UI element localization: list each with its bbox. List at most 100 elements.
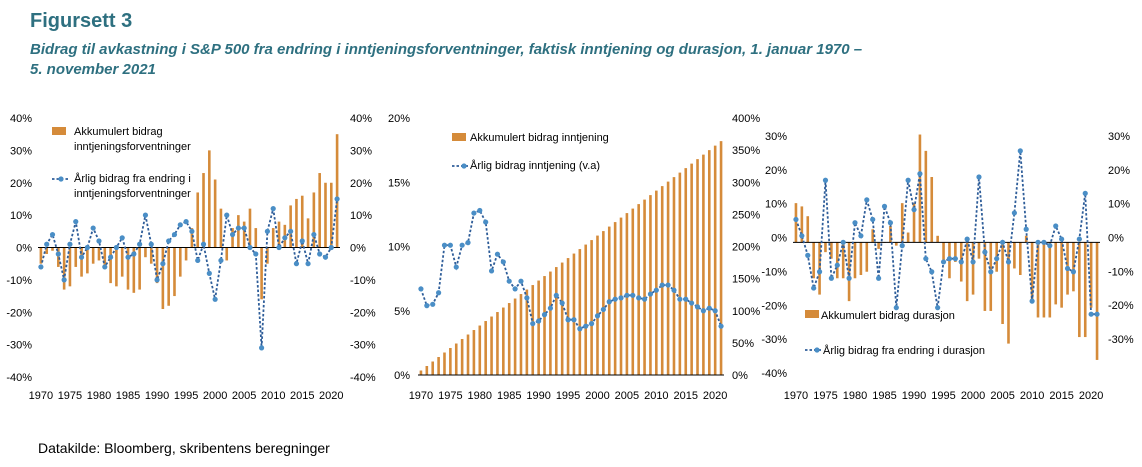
bar (149, 247, 153, 264)
bar (602, 231, 605, 375)
line-point (1041, 239, 1047, 245)
bar (584, 244, 588, 375)
line-point (73, 219, 79, 225)
x-tick-label: 1970 (29, 390, 53, 402)
bar (631, 208, 635, 375)
line-point (577, 326, 583, 332)
bar (51, 247, 54, 251)
bar (537, 280, 540, 375)
right-tick-label: 400% (732, 113, 760, 125)
line-point (459, 242, 465, 248)
bar (965, 242, 969, 302)
line-point (1047, 243, 1053, 249)
bar (57, 247, 60, 267)
x-tick-label: 2000 (585, 390, 609, 402)
line-point (1005, 259, 1012, 265)
line-point (911, 207, 917, 213)
line-point (1082, 190, 1088, 196)
bar (906, 232, 910, 243)
bar (74, 247, 78, 267)
x-tick-label: 2005 (615, 390, 639, 402)
bar (318, 173, 321, 248)
line-point (905, 177, 911, 183)
line-point (618, 295, 624, 301)
line-point (893, 305, 899, 311)
right-tick-label: 300% (732, 177, 760, 189)
line-point (876, 275, 882, 281)
legend: Akkumulert bidrag durasjon Årlig bidrag f… (805, 310, 985, 357)
line-point (38, 264, 44, 270)
left-tick-label: 15% (388, 177, 410, 189)
legend-label: Årlig bidrag fra endring i (74, 172, 191, 185)
bar (572, 253, 576, 375)
line-point (600, 306, 606, 313)
line-point (694, 304, 701, 310)
line-point (90, 225, 96, 231)
line-point (999, 239, 1006, 245)
line-point (55, 251, 61, 257)
bar (277, 221, 281, 248)
legend-label: Årlig bidrag inntjening (v.a) (470, 159, 600, 172)
line-point (418, 286, 424, 292)
line-point (189, 228, 195, 234)
figure-title: Figursett 3 (30, 10, 133, 32)
bar (86, 247, 89, 274)
line-point (834, 262, 840, 268)
line-point (200, 241, 207, 247)
legend-label: inntjeningsforventninger (74, 141, 191, 153)
line-point (583, 323, 589, 329)
line-point (1094, 311, 1100, 317)
line-point (471, 210, 477, 216)
bar (161, 247, 165, 310)
line-point (994, 256, 1000, 262)
line-point (641, 296, 648, 302)
line-point (137, 241, 143, 247)
legend-line-marker (461, 163, 467, 169)
bar (502, 307, 505, 375)
line-point (1053, 223, 1059, 229)
line-point (858, 233, 864, 239)
bar (912, 203, 916, 243)
x-tick-label: 2020 (703, 390, 727, 402)
legend-label: Årlig bidrag fra endring i durasjon (823, 344, 985, 357)
line-point (864, 197, 870, 203)
line-point (524, 295, 530, 301)
line-point (334, 196, 340, 202)
bar (449, 348, 452, 375)
x-tick-label: 2010 (1020, 390, 1044, 402)
line-point (706, 305, 712, 311)
line-point (264, 228, 271, 234)
bar (419, 370, 423, 375)
line-point (195, 257, 201, 264)
bar (1054, 242, 1058, 305)
left-tick-label: -30% (761, 334, 787, 346)
bar (454, 343, 458, 375)
bar (132, 247, 136, 293)
legend-bar-swatch (452, 133, 466, 141)
bar (1078, 242, 1081, 338)
bar (242, 221, 246, 248)
line-point (899, 243, 905, 249)
legend-bar-swatch (52, 127, 66, 135)
bar (566, 258, 570, 375)
bar (431, 361, 435, 375)
line-point (612, 296, 618, 302)
x-tick-label: 1990 (145, 390, 169, 402)
bar (877, 242, 880, 249)
line-point (929, 269, 935, 275)
bar (219, 208, 223, 248)
x-tick-label: 2010 (644, 390, 668, 402)
line-point (1088, 311, 1094, 317)
line-point (276, 244, 282, 251)
line-point (671, 287, 677, 293)
line-point (328, 244, 334, 251)
bar (335, 134, 339, 248)
line-point (441, 242, 448, 248)
line-point (588, 321, 595, 327)
line-point (870, 216, 876, 223)
bar (707, 150, 711, 375)
right-tick-label: 0% (350, 243, 366, 255)
line-point (218, 257, 224, 264)
bar (554, 267, 558, 375)
right-tick-label: 40% (350, 113, 372, 125)
